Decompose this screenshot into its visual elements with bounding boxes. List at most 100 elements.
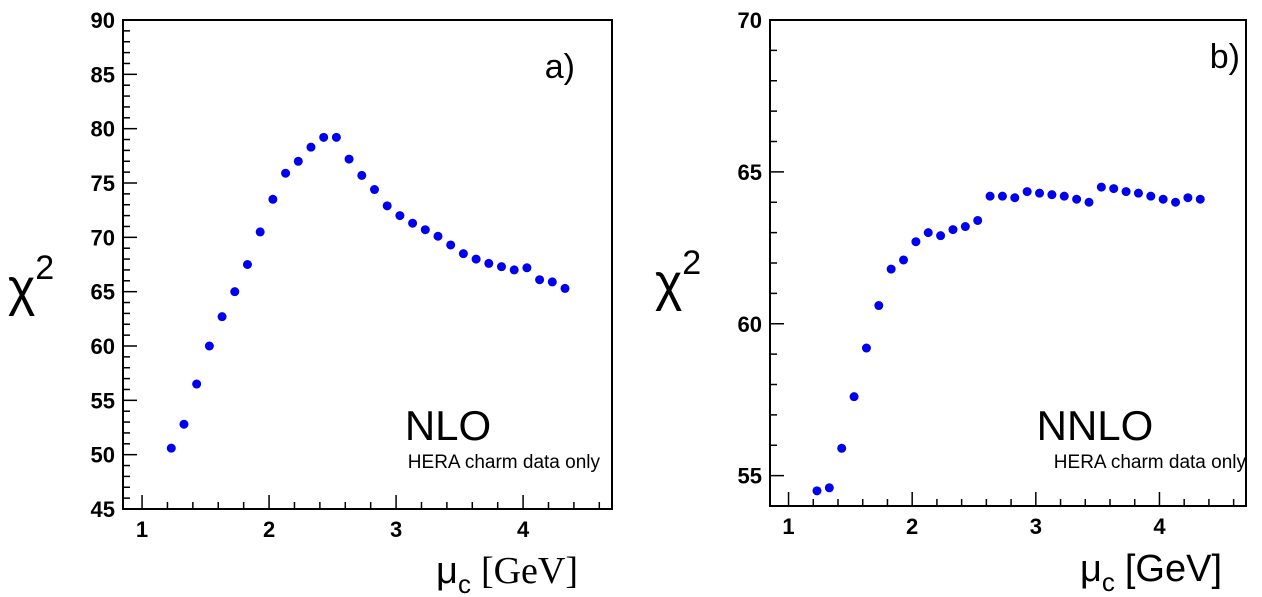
data-point <box>255 227 265 237</box>
data-point <box>985 191 995 201</box>
x-axis-title: μc [GeV] <box>436 550 578 597</box>
plot-frame <box>769 19 1247 507</box>
order-label: NLO <box>405 402 491 449</box>
data-point <box>496 262 506 272</box>
data-point <box>395 211 405 221</box>
x-tick-label: 4 <box>517 517 530 542</box>
y-tick-labels: 55 60 65 70 <box>738 8 762 489</box>
x-axis-subscript: c <box>458 569 471 597</box>
data-point <box>166 443 176 453</box>
data-point <box>936 231 946 241</box>
data-point <box>849 392 859 402</box>
data-point <box>899 255 909 265</box>
x-axis-unit: [GeV] <box>481 550 578 592</box>
y-tick-label: 55 <box>738 464 762 489</box>
y-tick-label: 70 <box>738 8 762 33</box>
data-point <box>948 225 958 235</box>
panel-label: a) <box>545 48 575 86</box>
x-tick-labels: 1 2 3 4 <box>136 517 530 542</box>
x-tick-label: 2 <box>263 517 275 542</box>
data-point <box>306 142 316 152</box>
data-point <box>886 264 896 274</box>
panel-a-nlo: 45 50 55 60 65 70 75 80 85 90 1 2 3 4 a) NLO HERA ch… <box>8 8 613 597</box>
data-point <box>1183 193 1193 203</box>
x-axis-title: μc [GeV] <box>1080 548 1222 597</box>
y-axis-symbol: χ <box>8 259 35 317</box>
data-point <box>837 443 847 453</box>
data-point <box>344 154 354 164</box>
x-tick-label: 3 <box>1030 514 1042 539</box>
data-point <box>204 341 214 351</box>
y-tick-label: 55 <box>91 388 115 413</box>
panel-b-nnlo: 55 60 65 70 1 2 3 4 b) NNLO HERA charm data on… <box>655 8 1247 597</box>
data-point <box>911 237 921 247</box>
data-point <box>1072 194 1082 204</box>
y-tick-label: 80 <box>91 117 115 142</box>
data-point <box>874 301 884 311</box>
data-point <box>973 215 983 225</box>
data-point <box>824 483 834 493</box>
data-point <box>1158 194 1168 204</box>
x-tick-label: 1 <box>782 514 794 539</box>
data-points <box>812 182 1205 496</box>
data-point <box>960 222 970 232</box>
y-axis-superscript: 2 <box>682 244 701 282</box>
data-point <box>1022 187 1032 197</box>
plot-frame <box>122 19 613 510</box>
x-tick-labels: 1 2 3 4 <box>782 514 1166 539</box>
data-point <box>923 228 933 238</box>
data-point <box>1133 188 1143 198</box>
y-tick-label: 45 <box>91 497 115 522</box>
axis-ticks <box>123 19 601 510</box>
data-point <box>420 225 430 235</box>
x-axis-unit: [GeV] <box>1125 548 1222 590</box>
y-tick-label: 75 <box>91 171 115 196</box>
data-point <box>471 254 481 264</box>
data-point <box>217 312 227 322</box>
y-tick-label: 60 <box>91 334 115 359</box>
data-point <box>382 201 392 211</box>
data-point <box>230 287 240 297</box>
y-axis-superscript: 2 <box>35 249 54 287</box>
data-point <box>1171 197 1181 207</box>
y-axis-title: χ2 <box>8 249 54 317</box>
data-point <box>458 249 468 259</box>
data-point <box>357 170 367 180</box>
data-point <box>547 277 557 287</box>
data-point <box>446 240 456 250</box>
data-points <box>166 132 570 453</box>
x-axis-symbol: μ <box>1080 548 1102 590</box>
order-label: NNLO <box>1037 402 1154 449</box>
y-tick-label: 90 <box>91 8 115 33</box>
data-point <box>1084 197 1094 207</box>
data-point <box>1195 194 1205 204</box>
y-tick-label: 85 <box>91 62 115 87</box>
y-tick-label: 70 <box>91 225 115 250</box>
x-tick-label: 3 <box>390 517 402 542</box>
data-point <box>509 265 519 275</box>
data-point <box>192 379 202 389</box>
x-tick-label: 1 <box>136 517 148 542</box>
data-point <box>535 275 545 285</box>
data-point <box>293 156 303 166</box>
data-point <box>1047 190 1057 200</box>
data-point <box>1121 187 1131 197</box>
data-point <box>281 168 291 178</box>
data-point <box>319 132 329 142</box>
data-note: HERA charm data only <box>1054 452 1247 473</box>
y-axis-symbol: χ <box>655 254 682 312</box>
data-point <box>242 260 252 269</box>
data-point <box>997 191 1007 201</box>
data-point <box>812 486 822 496</box>
data-point <box>433 231 443 241</box>
y-tick-label: 65 <box>738 160 762 185</box>
y-tick-label: 65 <box>91 280 115 305</box>
data-point <box>1109 184 1119 194</box>
x-tick-label: 4 <box>1153 514 1166 539</box>
data-point <box>522 263 532 273</box>
x-tick-label: 2 <box>906 514 918 539</box>
data-point <box>484 258 494 268</box>
data-point <box>408 218 418 228</box>
x-axis-subscript: c <box>1102 567 1115 597</box>
